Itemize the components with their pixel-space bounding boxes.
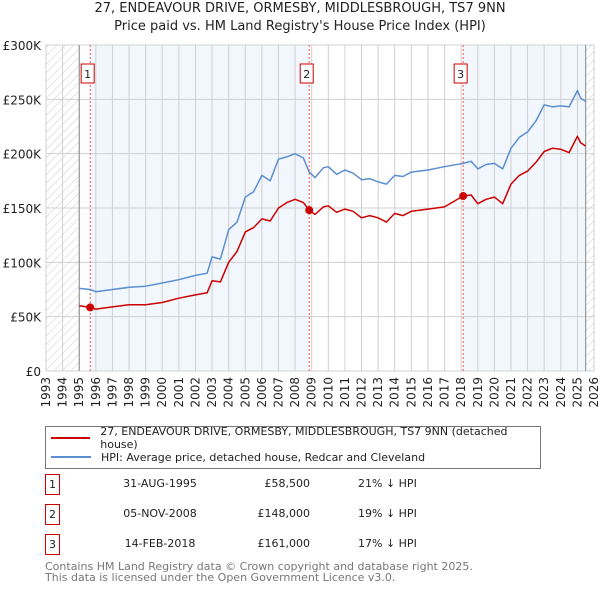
- x-tick-label: 2020: [487, 377, 501, 408]
- y-tick-label: £300K: [3, 39, 43, 53]
- footer-licence: This data is licensed under the Open Gov…: [45, 571, 396, 584]
- x-tick-label: 2003: [205, 377, 219, 408]
- x-tick-label: 2006: [255, 377, 269, 408]
- transaction-row: 3 14-FEB-2018 £161,000 17% ↓ HPI: [45, 534, 445, 555]
- transaction-number: 3: [45, 534, 60, 555]
- chart-title: 27, ENDEAVOUR DRIVE, ORMESBY, MIDDLESBRO…: [94, 1, 506, 16]
- x-tick-label: 2010: [321, 377, 335, 408]
- sale-marker-box: [453, 63, 468, 84]
- x-tick-label: 2022: [521, 377, 535, 408]
- sale-point: [459, 192, 468, 201]
- transaction-price: £58,500: [264, 477, 311, 490]
- legend-label: 27, ENDEAVOUR DRIVE, ORMESBY, MIDDLESBRO…: [100, 425, 508, 451]
- transaction-date: 14-FEB-2018: [124, 537, 196, 550]
- x-tick-label: 1998: [122, 377, 136, 408]
- x-tick-label: 2002: [188, 377, 202, 408]
- x-tick-label: 2008: [288, 377, 302, 408]
- y-tick-label: £0: [26, 365, 41, 379]
- x-tick-label: 2001: [172, 377, 186, 408]
- x-tick-label: 1996: [89, 377, 103, 408]
- hpi-line: [79, 89, 587, 293]
- x-tick-label: 2004: [222, 377, 236, 408]
- x-tick-label: 1994: [56, 377, 70, 408]
- sale-marker-label: 3: [457, 68, 464, 81]
- x-tick-label: 2011: [338, 377, 352, 408]
- chart-subtitle: Price paid vs. HM Land Registry's House …: [114, 19, 486, 34]
- x-tick-label: 1997: [105, 377, 119, 408]
- x-tick-label: 2009: [305, 377, 319, 408]
- transaction-hpi-diff: 19% ↓ HPI: [358, 507, 417, 520]
- transaction-hpi-diff: 17% ↓ HPI: [358, 537, 417, 550]
- x-tick-label: 1999: [139, 377, 153, 408]
- x-tick-label: 2013: [371, 377, 385, 408]
- x-tick-label: 2005: [238, 377, 252, 408]
- x-tick-label: 2019: [471, 377, 485, 408]
- y-tick-label: £200K: [3, 148, 43, 162]
- transaction-number: 2: [45, 504, 60, 525]
- legend-item-property: 27, ENDEAVOUR DRIVE, ORMESBY, MIDDLESBRO…: [46, 425, 540, 451]
- legend-label: HPI: Average price, detached house, Redc…: [101, 450, 426, 464]
- x-tick-label: 2007: [271, 377, 285, 408]
- transaction-date: 05-NOV-2008: [123, 507, 197, 520]
- transaction-price: £148,000: [257, 507, 311, 520]
- x-tick-label: 2018: [454, 377, 468, 408]
- x-tick-label: 2000: [155, 377, 169, 408]
- sale-marker-label: 2: [303, 68, 310, 81]
- legend-item-hpi: HPI: Average price, detached house, Redc…: [46, 448, 425, 466]
- transaction-number: 1: [45, 474, 60, 495]
- transaction-hpi-diff: 21% ↓ HPI: [358, 477, 417, 490]
- x-tick-label: 2026: [587, 377, 600, 408]
- x-tick-label: 2017: [438, 377, 452, 408]
- transaction-date: 31-AUG-1995: [123, 477, 197, 490]
- sale-marker-label: 1: [84, 68, 91, 81]
- x-tick-label: 2015: [404, 377, 418, 408]
- x-tick-label: 2025: [570, 377, 584, 408]
- legend-swatch-blue: [51, 456, 91, 458]
- sale-point: [86, 303, 95, 312]
- sale-marker-box: [299, 63, 314, 84]
- x-tick-label: 2012: [355, 377, 369, 408]
- x-tick-label: 2024: [554, 377, 568, 408]
- transaction-row: 1 31-AUG-1995 £58,500 21% ↓ HPI: [45, 474, 445, 495]
- y-tick-label: £150K: [3, 202, 43, 216]
- sale-marker-box: [80, 63, 95, 84]
- footer-copyright: Contains HM Land Registry data © Crown c…: [45, 560, 473, 573]
- property-price-line: [79, 135, 587, 310]
- transaction-price: £161,000: [257, 537, 311, 550]
- x-tick-label: 2014: [388, 377, 402, 408]
- x-tick-label: 1993: [39, 377, 53, 408]
- x-tick-label: 1995: [72, 377, 86, 408]
- y-tick-label: £50K: [10, 311, 42, 325]
- x-tick-label: 2021: [504, 377, 518, 408]
- transaction-row: 2 05-NOV-2008 £148,000 19% ↓ HPI: [45, 504, 445, 525]
- y-tick-label: £100K: [3, 256, 43, 270]
- x-tick-label: 2023: [537, 377, 551, 408]
- x-tick-label: 2016: [421, 377, 435, 408]
- legend-swatch-red: [51, 437, 91, 439]
- legend: 27, ENDEAVOUR DRIVE, ORMESBY, MIDDLESBRO…: [45, 425, 541, 469]
- sale-point: [305, 206, 314, 215]
- y-tick-label: £250K: [3, 93, 43, 107]
